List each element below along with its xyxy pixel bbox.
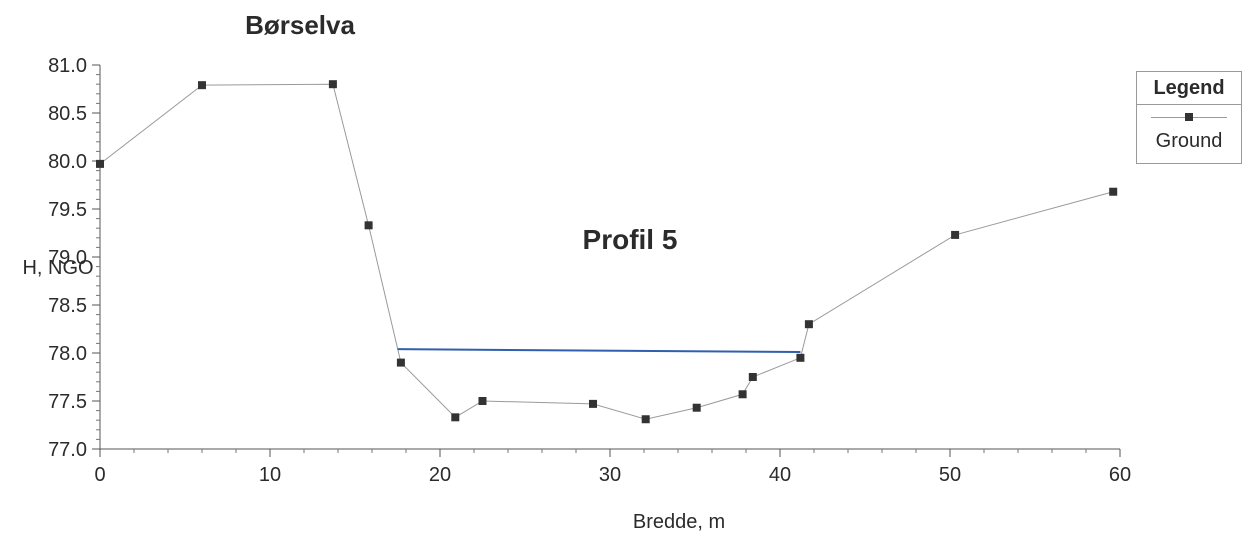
ground-line <box>99 83 1114 420</box>
legend-marker-icon <box>1185 113 1193 121</box>
ground-point <box>364 221 373 230</box>
x-axis-label: Bredde, m <box>633 511 725 533</box>
x-tick-label: 20 <box>429 464 451 486</box>
ground-point <box>748 373 757 381</box>
x-tick-label: 60 <box>1109 464 1131 486</box>
series-layer <box>96 80 1118 424</box>
ground-point <box>589 399 597 408</box>
x-tick-label: 10 <box>259 464 281 486</box>
ground-point <box>738 390 747 399</box>
legend-swatch-ground <box>1137 105 1241 127</box>
water-level-line <box>397 348 801 354</box>
legend-title: Legend <box>1137 72 1241 105</box>
x-tick-label: 30 <box>599 464 621 486</box>
y-tick-label: 81.0 <box>48 55 87 77</box>
y-axis-label: H, NGO <box>22 257 93 279</box>
legend-label-ground: Ground <box>1155 130 1223 152</box>
ground-point <box>1109 187 1118 196</box>
ground-point <box>328 80 337 89</box>
legend: Legend Ground <box>1136 71 1242 164</box>
ground-point <box>478 397 487 405</box>
ground-point <box>641 415 650 424</box>
ground-point <box>804 320 813 329</box>
ground-point <box>951 230 960 239</box>
y-tick-label: 79.0 <box>48 247 87 269</box>
ground-point <box>96 159 104 168</box>
profile-annotation: Profil 5 <box>583 224 678 255</box>
y-tick-label: 80.0 <box>48 151 87 173</box>
y-tick-label: 77.0 <box>48 439 87 461</box>
ground-point <box>396 358 405 367</box>
ground-point <box>796 353 805 362</box>
ground-point <box>451 413 460 422</box>
y-tick-label: 79.5 <box>48 199 87 221</box>
y-tick-label: 78.5 <box>48 295 87 317</box>
x-tick-label: 40 <box>769 464 791 486</box>
chart-title: Børselva <box>245 10 355 40</box>
ground-point <box>198 81 206 90</box>
y-tick-label: 77.5 <box>48 391 87 413</box>
ground-point <box>692 403 701 412</box>
x-tick-label: 0 <box>94 464 105 486</box>
x-tick-label: 50 <box>939 464 961 486</box>
axes: 77.0 77.5 78.0 78.5 79.0 79.5 80.0 80.5 81.0 0 10 2… <box>48 55 1131 486</box>
y-tick-label: 80.5 <box>48 103 87 125</box>
y-tick-label: 78.0 <box>48 343 87 365</box>
